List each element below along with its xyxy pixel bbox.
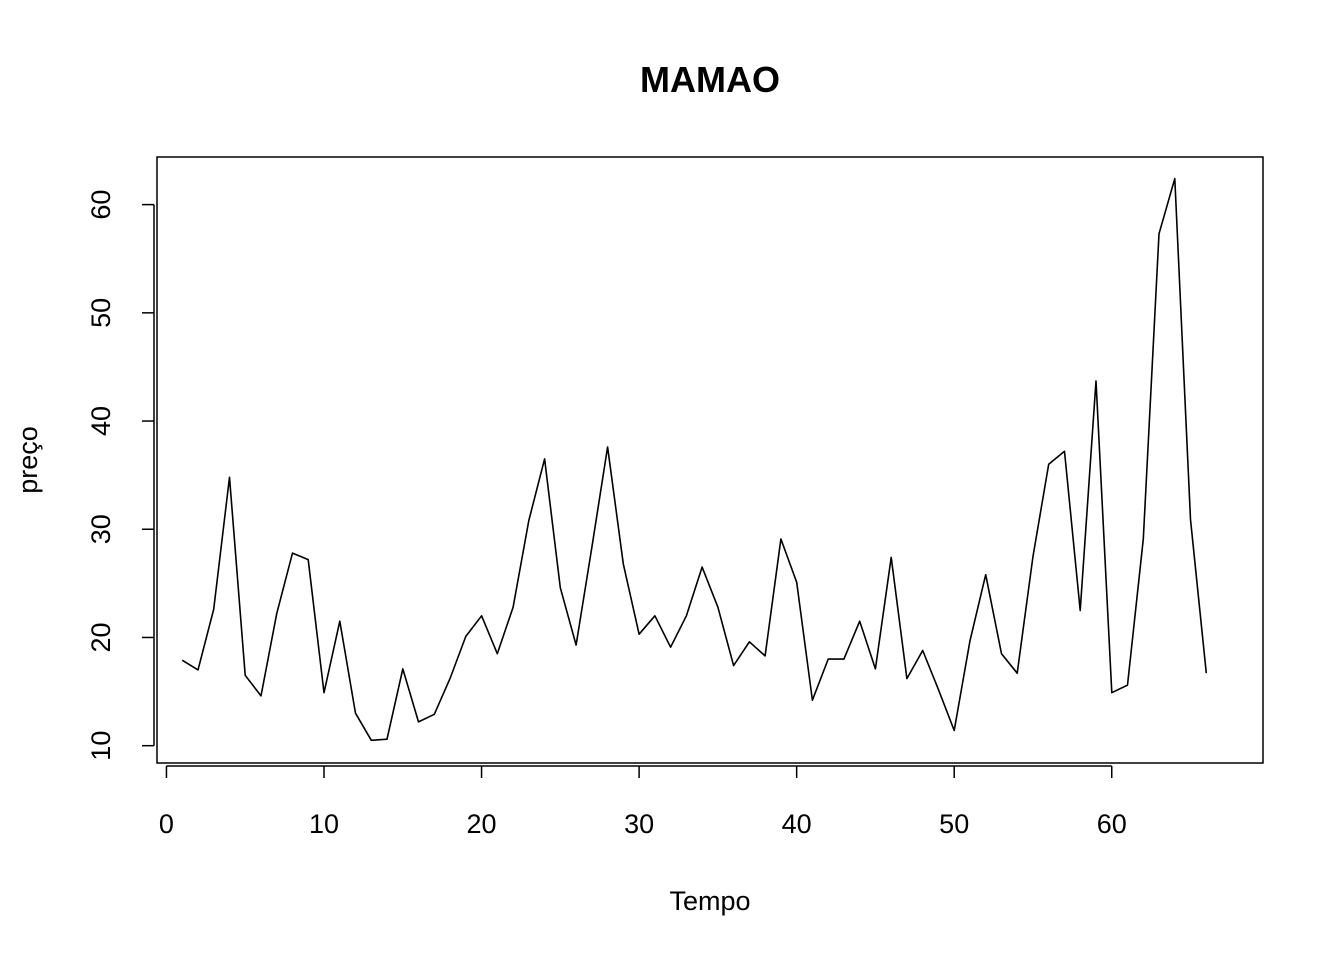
x-tick-label: 50 [939,809,969,839]
chart-title: MAMAO [640,59,780,100]
y-axis-label: preço [13,426,43,494]
x-tick-label: 20 [467,809,497,839]
y-axis: 10 20 30 40 50 60 [86,190,155,761]
y-tick-label: 40 [86,406,116,436]
series-line [181,177,1208,742]
plot-frame [156,156,1264,764]
x-tick-label: 10 [309,809,339,839]
y-tick-label: 50 [86,298,116,328]
x-tick-label: 60 [1097,809,1127,839]
y-tick-label: 10 [86,731,116,761]
y-tick-label: 60 [86,190,116,220]
x-tick-label: 30 [624,809,654,839]
y-tick-label: 20 [86,622,116,652]
x-tick-label: 0 [159,809,174,839]
x-axis-label: Tempo [669,886,750,916]
x-axis: 0 10 20 30 40 50 60 [159,765,1127,839]
x-tick-label: 40 [782,809,812,839]
y-tick-label: 30 [86,514,116,544]
